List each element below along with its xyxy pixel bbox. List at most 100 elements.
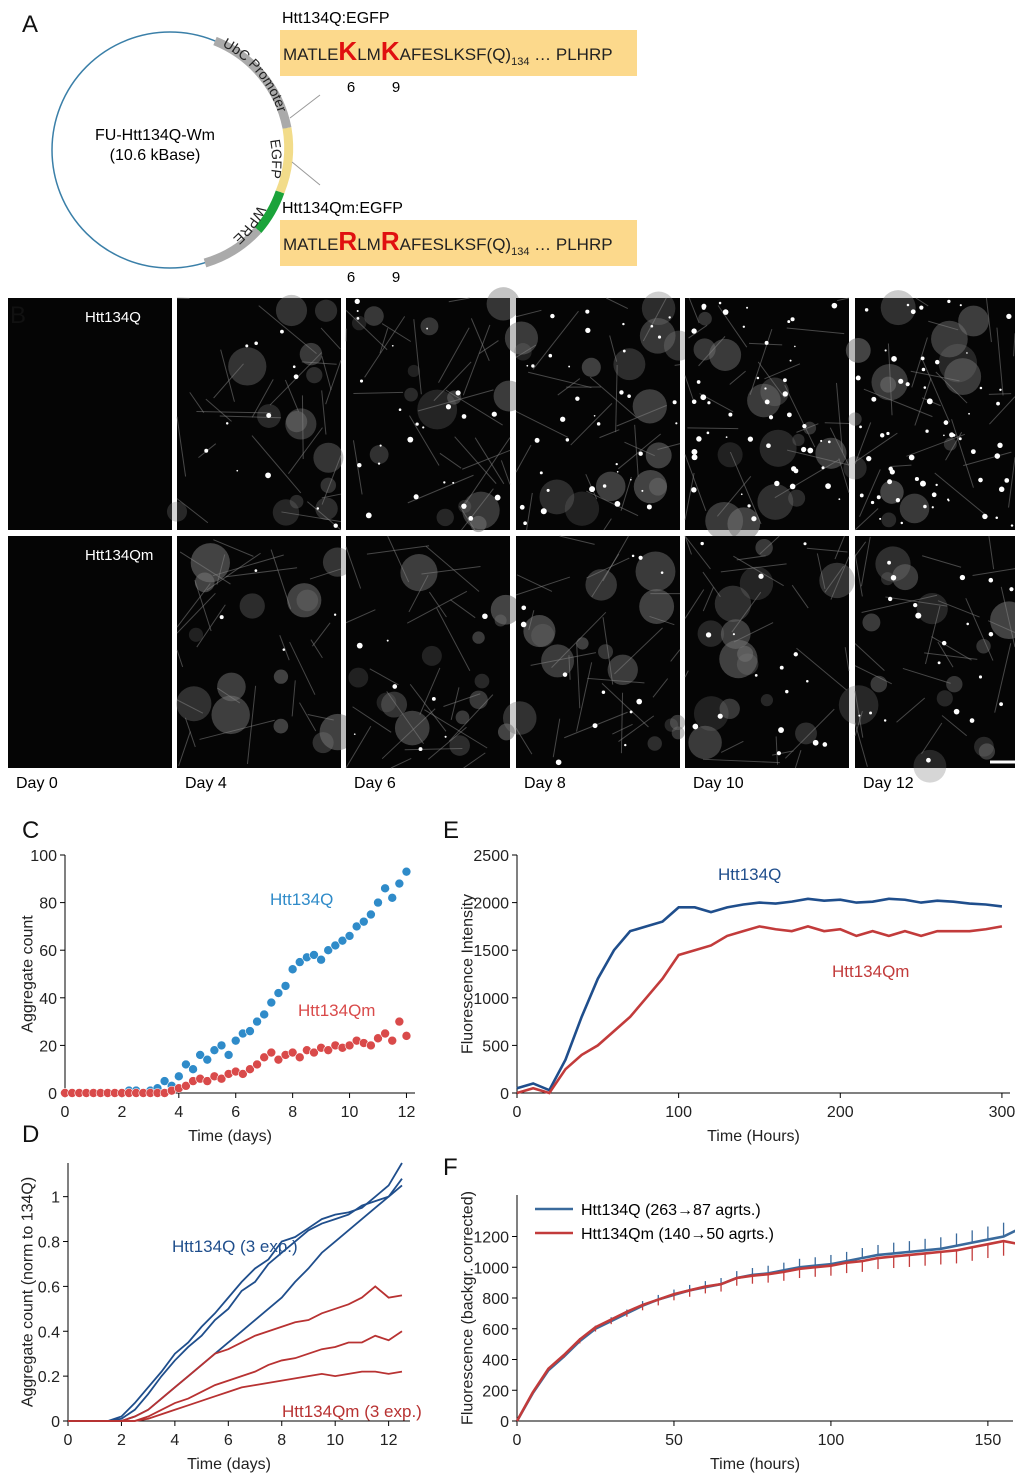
aggregate (646, 504, 652, 510)
neurite (729, 370, 746, 385)
x-tick-label: 300 (989, 1104, 1015, 1121)
neurite (586, 557, 630, 579)
aggregate (855, 375, 861, 381)
point (287, 964, 298, 975)
cell-body (632, 389, 667, 424)
neurite (591, 553, 620, 598)
point (344, 931, 355, 941)
point (344, 1040, 355, 1051)
x-tick-label: 10 (341, 1104, 359, 1121)
clip-group (515, 1239, 1015, 1422)
point (266, 997, 277, 1008)
neurite (794, 750, 802, 769)
aggregate (468, 516, 474, 521)
aggregate (822, 742, 828, 747)
line (68, 1162, 403, 1422)
cell-body (404, 387, 418, 402)
point (230, 1035, 241, 1046)
neurite (176, 498, 209, 524)
neurite (258, 305, 317, 354)
aggregate (859, 425, 862, 429)
aggregate (807, 447, 814, 454)
aggregate (779, 665, 784, 670)
point (273, 1054, 284, 1065)
cell-body (976, 639, 991, 654)
y-tick-label: 40 (39, 991, 57, 1008)
pointer (291, 161, 321, 186)
neurite (530, 652, 597, 666)
micrograph (855, 536, 1015, 768)
neurite (448, 694, 494, 742)
aggregate (926, 398, 933, 405)
aggregate (629, 710, 633, 714)
cell-body (639, 317, 676, 354)
neurite (620, 692, 624, 754)
aggregate (764, 399, 770, 405)
neurite (844, 647, 850, 672)
aggregate (546, 488, 550, 492)
aggregate (732, 633, 735, 636)
aggregate (994, 453, 1001, 459)
aggregate (982, 513, 988, 520)
cell-body (913, 749, 947, 783)
cell-body (376, 692, 397, 713)
neurite (321, 455, 342, 505)
neurite (189, 392, 205, 413)
neurite (427, 726, 467, 760)
cell-body (613, 348, 646, 381)
aggregate (413, 494, 419, 500)
neurite (270, 549, 292, 610)
cell-body (299, 342, 323, 366)
cell-body (273, 718, 289, 734)
point (294, 1052, 305, 1063)
aggregate (756, 376, 760, 380)
chart: C 0 20 40 60 80 100 0 2 4 6 8 10 12 Time (days) Aggrega… (19, 817, 415, 1145)
aggregate (638, 451, 643, 456)
y-axis-label: Aggregate count (19, 915, 36, 1033)
aggregate (931, 506, 934, 509)
residue-number: 9 (392, 79, 400, 96)
neurite (246, 685, 257, 764)
neurite (320, 327, 341, 350)
neurite (366, 545, 430, 555)
aggregate (866, 455, 872, 462)
neurite (624, 441, 655, 457)
neurite (674, 364, 681, 366)
y-tick-label: 60 (39, 943, 57, 960)
line (516, 897, 1003, 1092)
cell-body (958, 305, 989, 337)
cell-body (275, 294, 308, 327)
neurite (836, 297, 850, 302)
aggregate (910, 309, 916, 315)
neurite (589, 376, 637, 418)
neurite (516, 574, 553, 592)
neurite (614, 627, 663, 675)
cell-body (693, 338, 716, 361)
aggregate (657, 335, 662, 339)
neurite (914, 378, 932, 426)
neurite (345, 609, 376, 624)
aggregate (764, 340, 769, 345)
cell-body (819, 562, 855, 599)
cell-body (803, 421, 817, 435)
panel-letter: E (443, 817, 459, 844)
cell-body (880, 376, 897, 393)
neurite (474, 437, 505, 485)
x-tick-label: 2 (117, 1432, 126, 1449)
aggregate (778, 727, 784, 733)
cell-body (470, 515, 487, 533)
neurite (461, 488, 494, 531)
aggregate (660, 571, 664, 574)
annotation: Htt134Qm (3 exp.) (282, 1402, 422, 1421)
x-tick-label: 8 (277, 1432, 286, 1449)
point (252, 1016, 262, 1027)
cell-body (705, 501, 744, 540)
aggregate (426, 327, 429, 330)
aggregate (803, 542, 807, 546)
cell-body (698, 311, 712, 326)
aggregate (919, 305, 924, 310)
neurite (854, 665, 892, 685)
cell-body (862, 613, 881, 632)
point (174, 1071, 184, 1082)
